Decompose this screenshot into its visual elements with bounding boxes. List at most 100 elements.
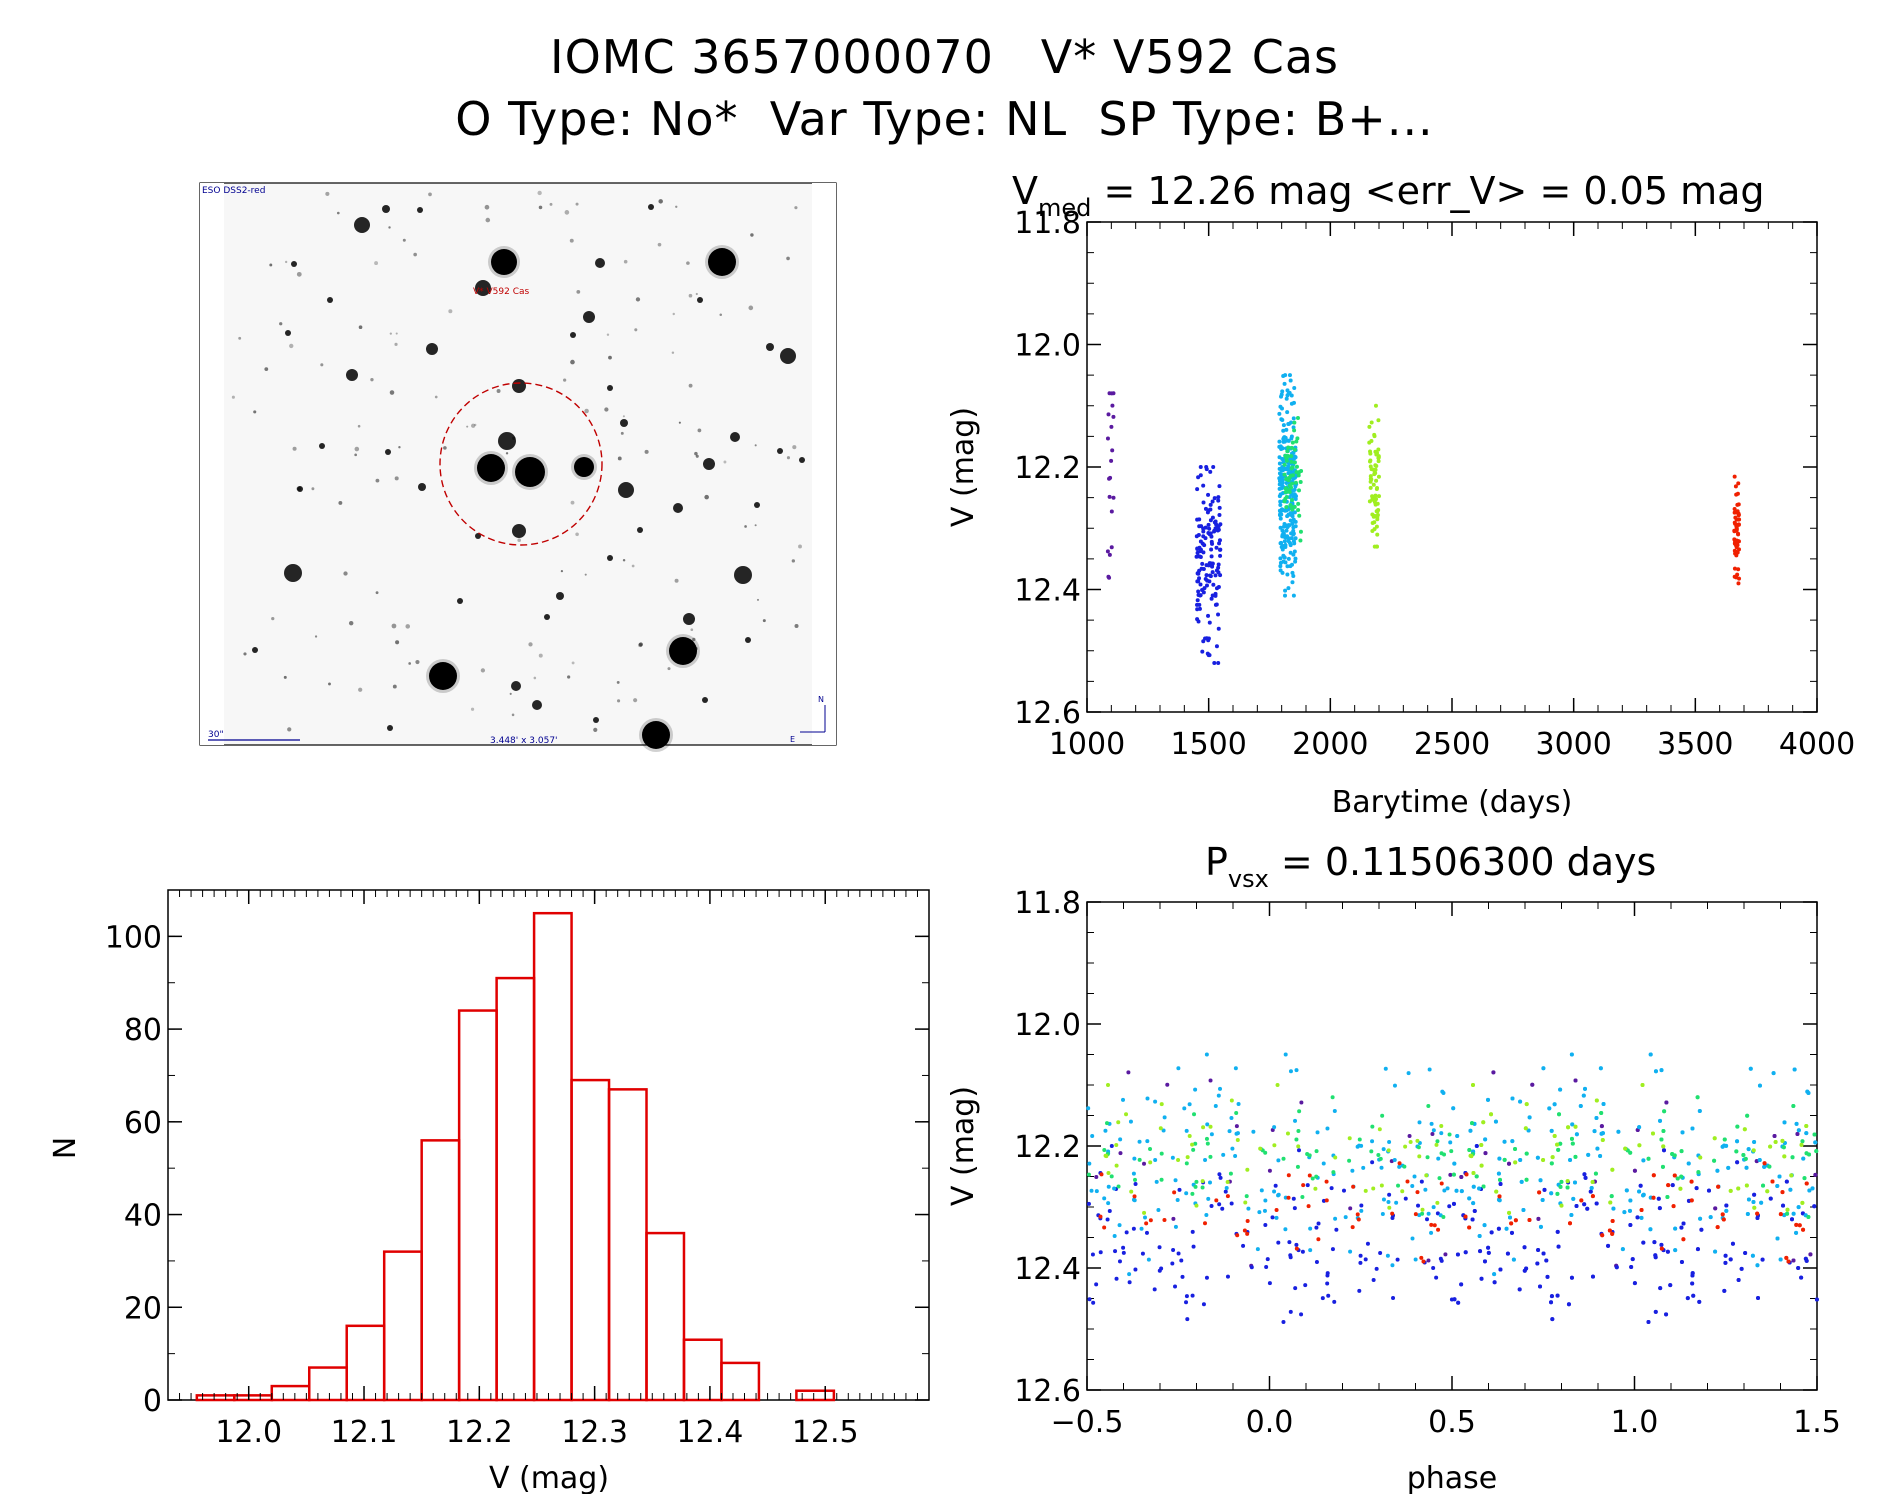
faint-star — [325, 191, 330, 196]
ph-point — [1721, 1217, 1726, 1222]
ph-point — [1449, 1149, 1454, 1154]
target-circle — [439, 382, 603, 546]
lc-point — [1277, 439, 1282, 444]
ph-point — [1569, 1052, 1574, 1057]
lc-point — [1297, 513, 1302, 518]
faint-star — [631, 564, 635, 568]
ph-point — [1296, 1148, 1301, 1153]
hist-bar — [720, 1361, 761, 1402]
ph-point — [1442, 1188, 1447, 1193]
lc-point — [1288, 543, 1293, 548]
faint-star — [688, 293, 693, 298]
star-halo — [474, 451, 508, 485]
hist-ylabel: N — [48, 1137, 83, 1159]
ph-point — [1812, 1132, 1817, 1137]
lc-point — [1208, 507, 1213, 512]
ph-point — [1287, 1240, 1292, 1245]
ph-point — [1109, 1174, 1114, 1179]
ph-point — [1800, 1139, 1805, 1144]
ph-point — [1791, 1211, 1796, 1216]
x-tick-label: 1.5 — [1793, 1405, 1841, 1440]
ph-point — [1295, 1164, 1300, 1169]
x-tick-label: 3500 — [1657, 727, 1733, 762]
lc-point — [1293, 480, 1298, 485]
ph-point — [1541, 1066, 1546, 1071]
ph-point — [1578, 1104, 1583, 1109]
lc-point — [1198, 582, 1203, 587]
ph-point — [1566, 1302, 1571, 1307]
lc-point — [1289, 393, 1294, 398]
lc-point — [1281, 437, 1286, 442]
lc-point — [1375, 517, 1380, 522]
faint-star — [357, 424, 361, 428]
lc-point — [1209, 554, 1214, 559]
ph-point — [1590, 1180, 1595, 1185]
lc-point — [1278, 568, 1283, 573]
ph-point — [1153, 1157, 1158, 1162]
ph-point — [1640, 1083, 1645, 1087]
hist-ticks: 12.0 12.1 12.2 12.3 12.4 12.5 0 20 40 60 80 100 — [105, 889, 930, 1450]
lc-point — [1375, 513, 1380, 518]
ph-point — [1750, 1253, 1755, 1258]
ph-point — [1142, 1210, 1147, 1215]
y-tick-label: 40 — [124, 1199, 162, 1234]
ph-point — [1588, 1189, 1593, 1194]
star-mark — [618, 482, 634, 498]
lc-point — [1109, 545, 1114, 550]
ph-point — [1801, 1227, 1806, 1232]
faint-star — [638, 642, 643, 647]
lc-point — [1279, 406, 1284, 411]
light-curve-chart: Vmed = 12.26 mag <err_V> = 0.05 mag 1000… — [946, 169, 1855, 820]
ph-point — [1699, 1227, 1704, 1232]
y-tick-label: 12.6 — [1014, 1374, 1081, 1409]
ph-point — [1558, 1141, 1563, 1146]
lc-point — [1291, 531, 1296, 536]
ph-point — [1358, 1260, 1363, 1265]
hist-bar — [233, 1394, 274, 1402]
ph-point — [1641, 1158, 1646, 1163]
ph-point — [1378, 1156, 1383, 1161]
faint-star — [792, 445, 797, 450]
faint-star — [314, 635, 318, 638]
ph-point — [1432, 1223, 1437, 1228]
ph-point — [1114, 1163, 1119, 1168]
lc-point — [1216, 570, 1221, 575]
lc-point — [1198, 465, 1203, 469]
lc-title: Vmed = 12.26 mag <err_V> = 0.05 mag — [1012, 169, 1765, 222]
lc-point — [1735, 550, 1740, 555]
lc-point — [1292, 541, 1297, 546]
ph-point — [1177, 1187, 1182, 1192]
star-halo — [639, 718, 673, 752]
ph-point — [1245, 1218, 1250, 1223]
ph-point — [1272, 1189, 1277, 1194]
lc-point — [1201, 550, 1206, 555]
star-mark — [457, 598, 463, 604]
ph-point — [1796, 1265, 1801, 1270]
x-tick-label: 12.2 — [446, 1415, 513, 1450]
ph-point — [1137, 1157, 1142, 1162]
ph-point — [1200, 1179, 1205, 1184]
lc-point — [1732, 574, 1737, 579]
finder-right-strip — [812, 183, 836, 745]
ph-point — [1190, 1191, 1195, 1196]
lc-point — [1111, 495, 1116, 500]
ph-point — [1691, 1293, 1696, 1298]
ph-point — [1568, 1158, 1573, 1163]
ph-point — [1263, 1198, 1268, 1203]
ph-point — [1579, 1198, 1584, 1203]
ph-point — [1127, 1272, 1132, 1277]
faint-star — [538, 205, 543, 210]
lc-point — [1208, 469, 1213, 474]
star-mark — [285, 330, 291, 336]
ph-point — [1671, 1204, 1676, 1209]
ph-point — [1518, 1099, 1523, 1104]
ph-point — [1121, 1250, 1126, 1255]
faint-star — [644, 732, 649, 738]
faint-star — [243, 652, 247, 656]
lc-point — [1372, 544, 1377, 549]
ph-point — [1483, 1137, 1488, 1142]
lc-point — [1368, 485, 1373, 490]
faint-star — [415, 659, 420, 665]
faint-star — [496, 389, 501, 393]
